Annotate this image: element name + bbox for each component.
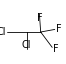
Text: F: F [56,24,62,34]
Text: Cl: Cl [22,40,31,50]
Text: Cl: Cl [0,27,6,37]
Text: F: F [37,13,42,23]
Text: F: F [53,44,59,54]
